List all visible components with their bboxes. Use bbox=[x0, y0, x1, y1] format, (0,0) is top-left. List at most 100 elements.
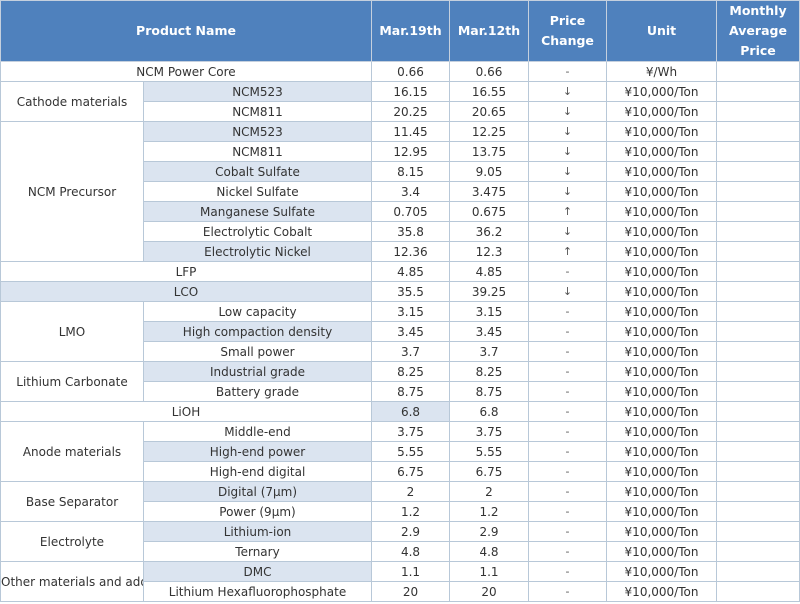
price-change-cell: - bbox=[528, 461, 607, 482]
product-cell: LiOH bbox=[0, 401, 372, 422]
monthly-average-cell bbox=[716, 161, 800, 182]
mar19-cell: 12.95 bbox=[371, 141, 450, 162]
mar12-cell: 5.55 bbox=[449, 441, 529, 462]
table-row: Anode materials Middle-end 3.75 3.75 - ¥… bbox=[0, 421, 800, 482]
mar12-cell: 3.475 bbox=[449, 181, 529, 202]
product-cell: Industrial grade bbox=[143, 361, 372, 382]
unit-cell: ¥10,000/Ton bbox=[606, 581, 717, 602]
table-row: Lithium Hexafluorophosphate 20 20 - ¥10,… bbox=[1, 581, 800, 602]
unit-cell: ¥10,000/Ton bbox=[606, 141, 717, 162]
header-monthly-average[interactable]: Monthly Average Price bbox=[716, 0, 800, 62]
product-cell: NCM523 bbox=[143, 81, 372, 102]
mar12-cell: 6.8 bbox=[449, 401, 529, 422]
monthly-average-cell bbox=[716, 461, 800, 482]
monthly-average-cell bbox=[716, 341, 800, 362]
price-change-cell: ↓ bbox=[528, 121, 607, 142]
mar19-cell: 1.1 bbox=[371, 561, 450, 582]
mar19-cell: 5.55 bbox=[371, 441, 450, 462]
price-change-cell: - bbox=[528, 321, 607, 342]
header-unit[interactable]: Unit bbox=[606, 0, 717, 62]
unit-cell: ¥10,000/Ton bbox=[606, 461, 717, 482]
table-row: High-end power 5.55 5.55 - ¥10,000/Ton bbox=[1, 441, 800, 462]
monthly-average-cell bbox=[716, 581, 800, 602]
product-cell: Manganese Sulfate bbox=[143, 201, 372, 222]
price-change-cell: - bbox=[528, 481, 607, 502]
table-row: Cathode materials NCM523 16.15 16.55 ↓ ¥… bbox=[0, 81, 800, 122]
price-change-cell: - bbox=[528, 61, 607, 82]
header-mar12[interactable]: Mar.12th bbox=[449, 0, 529, 62]
unit-cell: ¥10,000/Ton bbox=[606, 221, 717, 242]
table-row: LFP 4.85 4.85 - ¥10,000/Ton bbox=[0, 261, 800, 282]
mar12-cell: 3.75 bbox=[449, 421, 529, 442]
table-row: Manganese Sulfate 0.705 0.675 ↑ ¥10,000/… bbox=[1, 201, 800, 222]
mar12-cell: 1.2 bbox=[449, 501, 529, 522]
price-change-cell: - bbox=[528, 441, 607, 462]
product-cell: Battery grade bbox=[143, 381, 372, 402]
mar12-cell: 2 bbox=[449, 481, 529, 502]
mar19-cell: 3.4 bbox=[371, 181, 450, 202]
monthly-average-cell bbox=[716, 261, 800, 282]
table-row: Ternary 4.8 4.8 - ¥10,000/Ton bbox=[1, 541, 800, 562]
mar12-cell: 36.2 bbox=[449, 221, 529, 242]
unit-cell: ¥10,000/Ton bbox=[606, 361, 717, 382]
header-mar19[interactable]: Mar.19th bbox=[371, 0, 450, 62]
mar19-cell: 2 bbox=[371, 481, 450, 502]
unit-cell: ¥/Wh bbox=[606, 61, 717, 82]
product-cell: NCM Power Core bbox=[0, 61, 372, 82]
price-change-cell: - bbox=[528, 581, 607, 602]
unit-cell: ¥10,000/Ton bbox=[606, 101, 717, 122]
mar12-cell: 3.7 bbox=[449, 341, 529, 362]
mar12-cell: 13.75 bbox=[449, 141, 529, 162]
price-change-cell: - bbox=[528, 361, 607, 382]
mar12-cell: 0.66 bbox=[449, 61, 529, 82]
table-row: LMO Low capacity 3.15 3.15 - ¥10,000/Ton bbox=[0, 301, 800, 362]
monthly-average-cell bbox=[716, 381, 800, 402]
category-cathode: Cathode materials bbox=[0, 81, 144, 122]
unit-cell: ¥10,000/Ton bbox=[606, 161, 717, 182]
product-cell: NCM523 bbox=[143, 121, 372, 142]
price-change-cell: - bbox=[528, 401, 607, 422]
monthly-average-cell bbox=[716, 421, 800, 442]
unit-cell: ¥10,000/Ton bbox=[606, 241, 717, 262]
product-cell: NCM811 bbox=[143, 141, 372, 162]
table-row: High-end digital 6.75 6.75 - ¥10,000/Ton bbox=[1, 461, 800, 482]
unit-cell: ¥10,000/Ton bbox=[606, 501, 717, 522]
monthly-average-cell bbox=[716, 521, 800, 542]
unit-cell: ¥10,000/Ton bbox=[606, 541, 717, 562]
product-cell: High-end digital bbox=[143, 461, 372, 482]
mar12-cell: 16.55 bbox=[449, 81, 529, 102]
unit-cell: ¥10,000/Ton bbox=[606, 201, 717, 222]
category-lmo: LMO bbox=[0, 301, 144, 362]
product-cell: Lithium Hexafluorophosphate bbox=[143, 581, 372, 602]
mar12-cell: 0.675 bbox=[449, 201, 529, 222]
table-row: High compaction density 3.45 3.45 - ¥10,… bbox=[1, 321, 800, 342]
unit-cell: ¥10,000/Ton bbox=[606, 301, 717, 322]
mar19-cell: 35.8 bbox=[371, 221, 450, 242]
table-row: Electrolytic Cobalt 35.8 36.2 ↓ ¥10,000/… bbox=[1, 221, 800, 242]
mar12-cell: 3.45 bbox=[449, 321, 529, 342]
mar12-cell: 3.15 bbox=[449, 301, 529, 322]
header-price-change[interactable]: Price Change bbox=[528, 0, 607, 62]
mar12-cell: 2.9 bbox=[449, 521, 529, 542]
unit-cell: ¥10,000/Ton bbox=[606, 561, 717, 582]
product-cell: Electrolytic Nickel bbox=[143, 241, 372, 262]
price-change-cell: - bbox=[528, 521, 607, 542]
mar12-cell: 1.1 bbox=[449, 561, 529, 582]
table-row: NCM Precursor NCM523 11.45 12.25 ↓ ¥10,0… bbox=[0, 121, 800, 262]
price-change-cell: - bbox=[528, 301, 607, 322]
unit-cell: ¥10,000/Ton bbox=[606, 481, 717, 502]
monthly-average-cell bbox=[716, 221, 800, 242]
header-product-name[interactable]: Product Name bbox=[0, 0, 372, 62]
table-row: Power (9μm) 1.2 1.2 - ¥10,000/Ton bbox=[1, 501, 800, 522]
category-electrolyte: Electrolyte bbox=[0, 521, 144, 562]
mar19-cell: 8.25 bbox=[371, 361, 450, 382]
monthly-average-cell bbox=[716, 281, 800, 302]
mar12-cell: 9.05 bbox=[449, 161, 529, 182]
monthly-average-cell bbox=[716, 141, 800, 162]
price-change-cell: ↓ bbox=[528, 141, 607, 162]
mar12-cell: 8.75 bbox=[449, 381, 529, 402]
product-cell: Lithium-ion bbox=[143, 521, 372, 542]
product-cell: NCM811 bbox=[143, 101, 372, 122]
mar19-cell: 4.8 bbox=[371, 541, 450, 562]
